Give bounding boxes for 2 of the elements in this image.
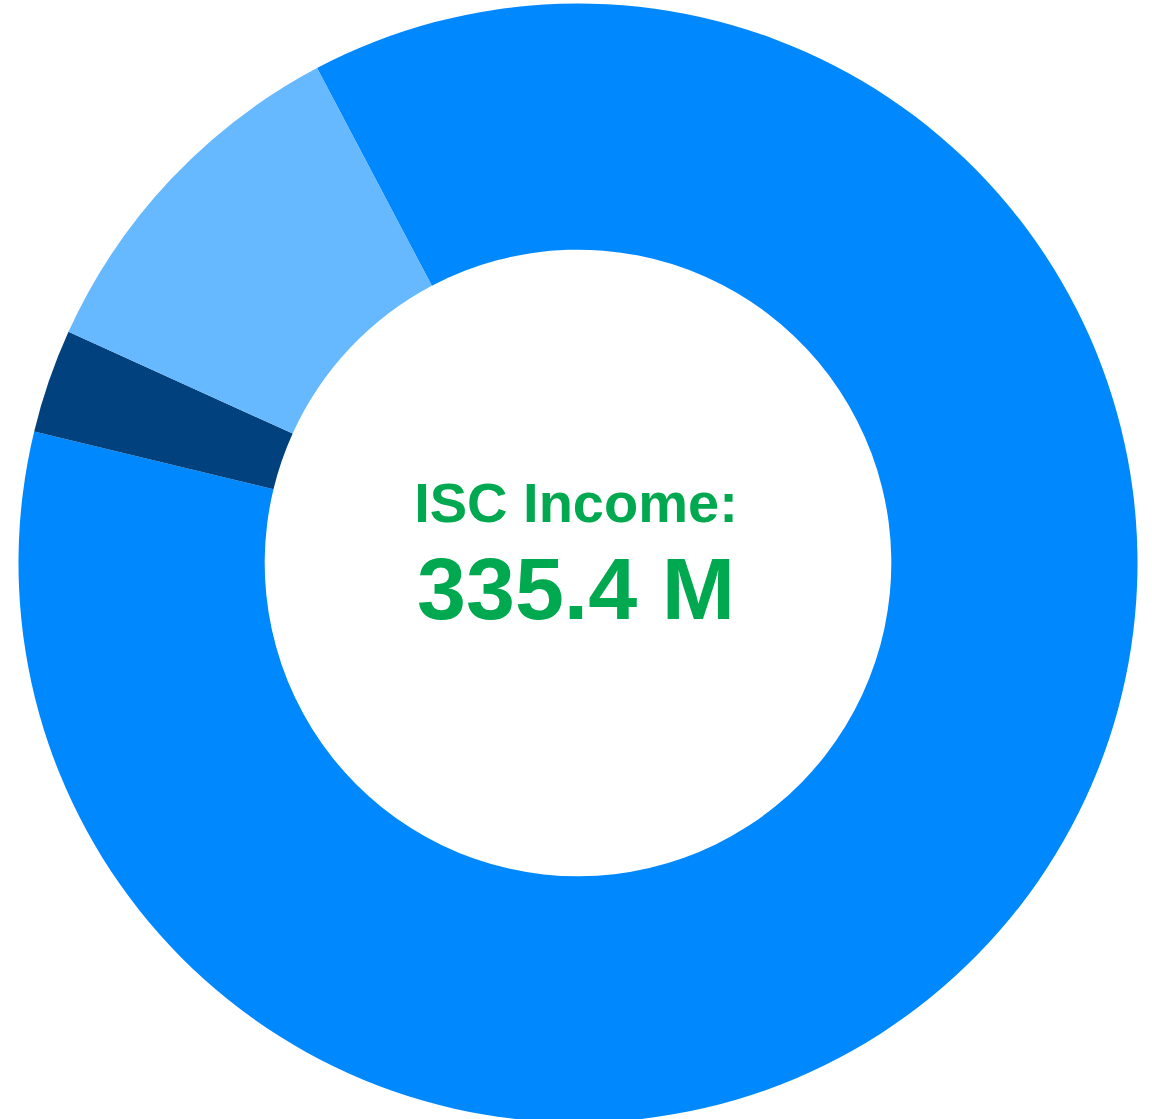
text: ISC Income: <box>414 471 738 535</box>
text: 335.4 M <box>417 539 735 639</box>
